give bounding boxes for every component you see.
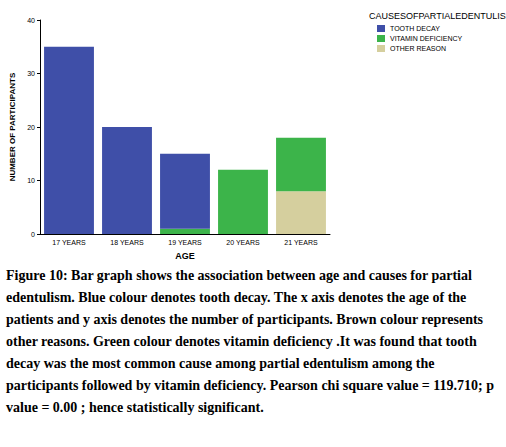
svg-text:AGE: AGE xyxy=(175,251,195,261)
svg-text:19 YEARS: 19 YEARS xyxy=(168,239,202,246)
svg-text:21 YEARS: 21 YEARS xyxy=(284,239,318,246)
svg-text:0: 0 xyxy=(31,231,35,238)
svg-text:18 YEARS: 18 YEARS xyxy=(110,239,144,246)
svg-text:20 YEARS: 20 YEARS xyxy=(226,239,260,246)
svg-text:TOOTH DECAY: TOOTH DECAY xyxy=(390,25,440,32)
svg-text:20: 20 xyxy=(27,124,35,131)
svg-text:OTHER REASON: OTHER REASON xyxy=(390,45,446,52)
html-text:Figure 10: Bar graph shows the: Figure 10: Bar graph shows the associati… xyxy=(6,268,494,415)
svg-text:30: 30 xyxy=(27,70,35,77)
svg-text:10: 10 xyxy=(27,177,35,184)
svg-text:40: 40 xyxy=(27,17,35,24)
svg-text:17 YEARS: 17 YEARS xyxy=(52,239,86,246)
svg-text:VITAMIN DEFICIENCY: VITAMIN DEFICIENCY xyxy=(390,35,463,42)
svg-text:CAUSESOFPARTIALEDENTULISM: CAUSESOFPARTIALEDENTULISM xyxy=(369,11,506,21)
svg-text:NUMBER OF PARTICIPANTS: NUMBER OF PARTICIPANTS xyxy=(8,72,17,181)
